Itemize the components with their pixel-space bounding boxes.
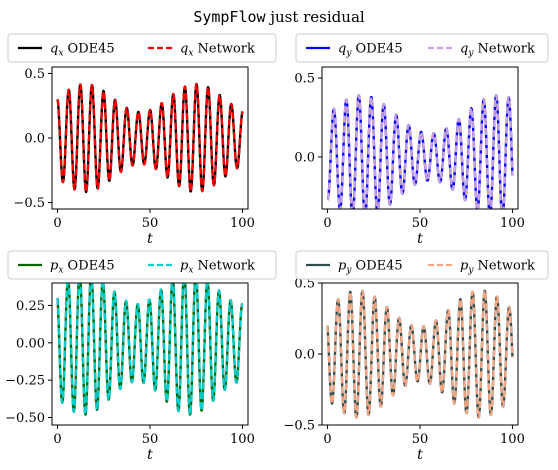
panels: 0 50 100 −0.5 0.0 0.5 t qx ODE45 qx Network 0 50 10… (5, 33, 549, 463)
y-tick-label: 0.5 (294, 72, 315, 87)
legend-frame (7, 33, 277, 63)
x-tick-label: 100 (500, 216, 525, 231)
y-tick-label: 0.25 (16, 299, 45, 314)
y-tick-label: −0.25 (5, 374, 45, 389)
figure-title-mono: SympFlow (193, 8, 266, 26)
x-axis-label: t (417, 447, 423, 463)
x-axis-label: t (147, 447, 153, 463)
legend: py ODE45 py Network (295, 250, 549, 280)
x-tick-label: 100 (500, 432, 525, 447)
panel-2: 0 50 100 0.0 0.5 t qy ODE45 qy Network (294, 33, 549, 247)
y-tick-label: 0.00 (16, 336, 45, 351)
legend-label: qy ODE45 (338, 42, 403, 59)
legend-frame (7, 250, 277, 280)
x-tick-label: 50 (412, 216, 429, 231)
legend-label: px Network (180, 259, 255, 276)
figure-title: SympFlow just residual (193, 8, 365, 26)
x-tick-label: 0 (323, 216, 331, 231)
y-tick-label: 0.0 (294, 150, 315, 165)
x-tick-label: 0 (53, 216, 61, 231)
y-tick-label: 0.0 (294, 348, 315, 363)
series-line-1-2 (56, 82, 244, 194)
x-tick-label: 50 (142, 432, 159, 447)
x-axis-label: t (417, 231, 423, 247)
legend-label: qx Network (180, 42, 255, 59)
legend-label: py ODE45 (338, 259, 403, 276)
series-line-3-1 (56, 283, 244, 416)
series-line-3-2 (56, 283, 244, 416)
legend-frame (295, 33, 549, 63)
x-tick-label: 100 (230, 216, 255, 231)
legend: qy ODE45 qy Network (295, 33, 549, 63)
legend-frame (295, 250, 549, 280)
figure-title-rest: just residual (266, 8, 365, 26)
y-tick-label: 0.5 (294, 277, 315, 292)
panel-3: 0 50 100 −0.50 −0.25 0.00 0.25 t px ODE45 px Netw… (5, 250, 277, 463)
series-line-2-2 (326, 94, 514, 209)
y-tick-label: −0.5 (283, 419, 315, 434)
x-tick-label: 100 (230, 432, 255, 447)
y-tick-label: 0.0 (24, 132, 45, 147)
x-tick-label: 50 (412, 432, 429, 447)
legend-label: qy Network (460, 42, 535, 59)
legend: px ODE45 px Network (7, 250, 277, 280)
y-tick-label: 0.5 (24, 67, 45, 82)
legend-label: px ODE45 (50, 259, 115, 276)
x-tick-label: 50 (142, 216, 159, 231)
legend: qx ODE45 qx Network (7, 33, 277, 63)
panel-4: 0 50 100 −0.5 0.0 0.5 t py ODE45 py Network (283, 250, 549, 463)
legend-label: py Network (460, 259, 535, 276)
legend-label: qx ODE45 (50, 42, 115, 59)
x-tick-label: 0 (323, 432, 331, 447)
x-axis-label: t (147, 231, 153, 247)
y-tick-label: −0.50 (5, 411, 45, 426)
panel-1: 0 50 100 −0.5 0.0 0.5 t qx ODE45 qx Network (7, 33, 277, 247)
x-tick-label: 0 (53, 432, 61, 447)
y-tick-label: −0.5 (13, 196, 45, 211)
series-line-4-2 (326, 289, 514, 419)
